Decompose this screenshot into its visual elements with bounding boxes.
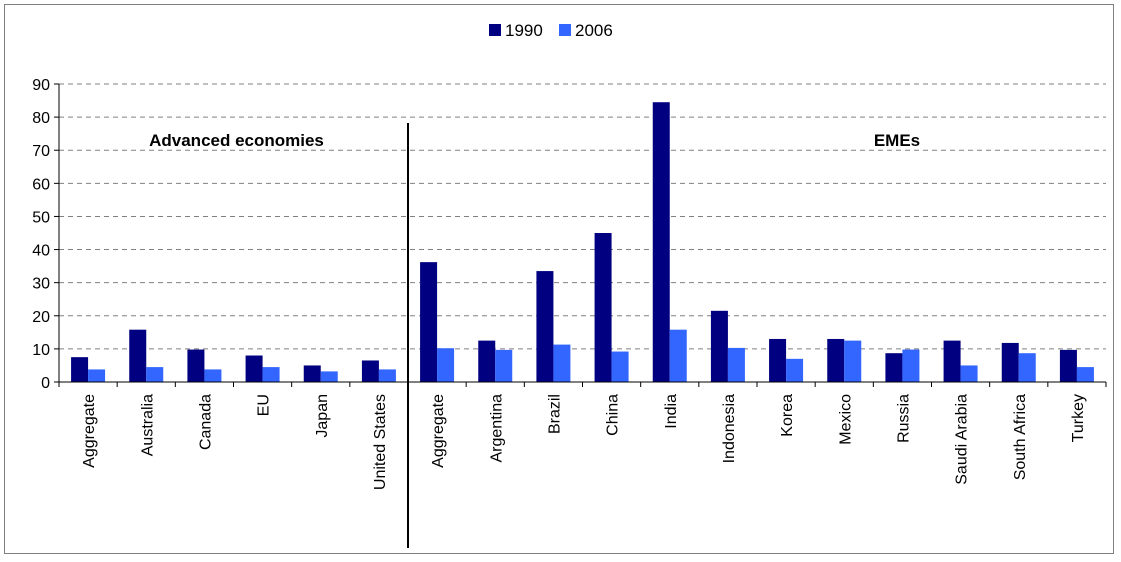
y-tick-label: 90: [32, 77, 50, 94]
x-tick-label: Japan: [314, 394, 331, 438]
y-tick-label: 40: [32, 243, 50, 260]
bar-2006: [902, 349, 920, 382]
x-tick-label: Brazil: [546, 394, 563, 434]
bar-2006: [786, 358, 804, 382]
bar-1990: [71, 357, 89, 382]
x-tick-label: Aggregate: [430, 394, 447, 468]
bar-2006: [844, 340, 862, 382]
bar-1990: [129, 329, 147, 382]
bar-1990: [710, 310, 728, 382]
x-tick-label: Mexico: [837, 394, 854, 445]
bar-2006: [495, 349, 513, 382]
bar-2006: [146, 367, 164, 382]
bar-2006: [1018, 353, 1036, 382]
y-tick-label: 50: [32, 209, 50, 226]
x-tick-label: EU: [256, 394, 273, 416]
legend-label-1990: 1990: [505, 21, 543, 40]
bar-2006: [320, 371, 338, 382]
bar-2006: [88, 369, 106, 382]
chart-frame: 0 10 20 30 40 50 60 70 80 90 Aggregate Australia Can…: [4, 4, 1114, 554]
bar-1990: [1059, 349, 1077, 382]
x-tick-label: Canada: [197, 394, 214, 450]
y-tick-label: 10: [32, 342, 50, 359]
bar-1990: [420, 262, 438, 382]
bar-chart: 0 10 20 30 40 50 60 70 80 90 Aggregate Australia Can…: [32, 21, 1107, 548]
x-tick-label: Russia: [895, 394, 912, 443]
bar-2006: [204, 369, 222, 382]
y-tick-label: 0: [41, 375, 50, 392]
bar-2006: [262, 367, 280, 382]
bar-1990: [594, 233, 612, 382]
x-tick-label: Indonesia: [721, 394, 738, 463]
labels: 0 10 20 30 40 50 60 70 80 90 Aggregate Australia Can…: [32, 77, 1087, 490]
legend-swatch-2006: [559, 24, 571, 36]
legend: 1990 2006: [489, 21, 613, 40]
bar-1990: [769, 338, 787, 382]
bar-2006: [727, 347, 745, 382]
bar-1990: [303, 365, 321, 382]
x-tick-label: Turkey: [1070, 394, 1087, 442]
bar-1990: [478, 340, 496, 382]
x-tick-label: Saudi Arabia: [954, 394, 971, 485]
bars: [71, 102, 1094, 382]
bar-1990: [361, 360, 379, 382]
group-label-emes: EMEs: [874, 131, 920, 150]
y-tick-label: 60: [32, 176, 50, 193]
x-tick-label: China: [605, 394, 622, 436]
x-tick-label: Aggregate: [81, 394, 98, 468]
bar-2006: [553, 344, 571, 382]
x-tick-label: Argentina: [488, 394, 505, 463]
y-tick-label: 20: [32, 309, 50, 326]
bar-1990: [536, 271, 554, 382]
legend-label-2006: 2006: [575, 21, 613, 40]
y-tick-label: 70: [32, 143, 50, 160]
bar-1990: [827, 338, 845, 382]
bar-1990: [885, 353, 903, 382]
axes: [54, 83, 1107, 548]
bar-2006: [611, 351, 629, 382]
x-tick-label: Korea: [779, 394, 796, 437]
x-tick-label: South Africa: [1012, 394, 1029, 480]
bar-1990: [1001, 342, 1019, 382]
bar-2006: [960, 365, 978, 382]
legend-swatch-1990: [489, 24, 501, 36]
y-tick-label: 30: [32, 276, 50, 293]
bar-1990: [187, 349, 205, 382]
bar-2006: [669, 329, 687, 382]
gridlines: [59, 83, 1106, 350]
bar-1990: [652, 102, 670, 382]
bar-1990: [245, 355, 263, 382]
x-tick-label: United States: [372, 394, 389, 490]
x-tick-label: Australia: [139, 394, 156, 456]
bar-2006: [1076, 367, 1094, 382]
y-tick-label: 80: [32, 110, 50, 127]
bar-2006: [437, 348, 455, 382]
group-label-advanced: Advanced economies: [149, 131, 324, 150]
bar-2006: [378, 369, 396, 382]
bar-1990: [943, 340, 961, 382]
x-tick-label: India: [663, 394, 680, 429]
